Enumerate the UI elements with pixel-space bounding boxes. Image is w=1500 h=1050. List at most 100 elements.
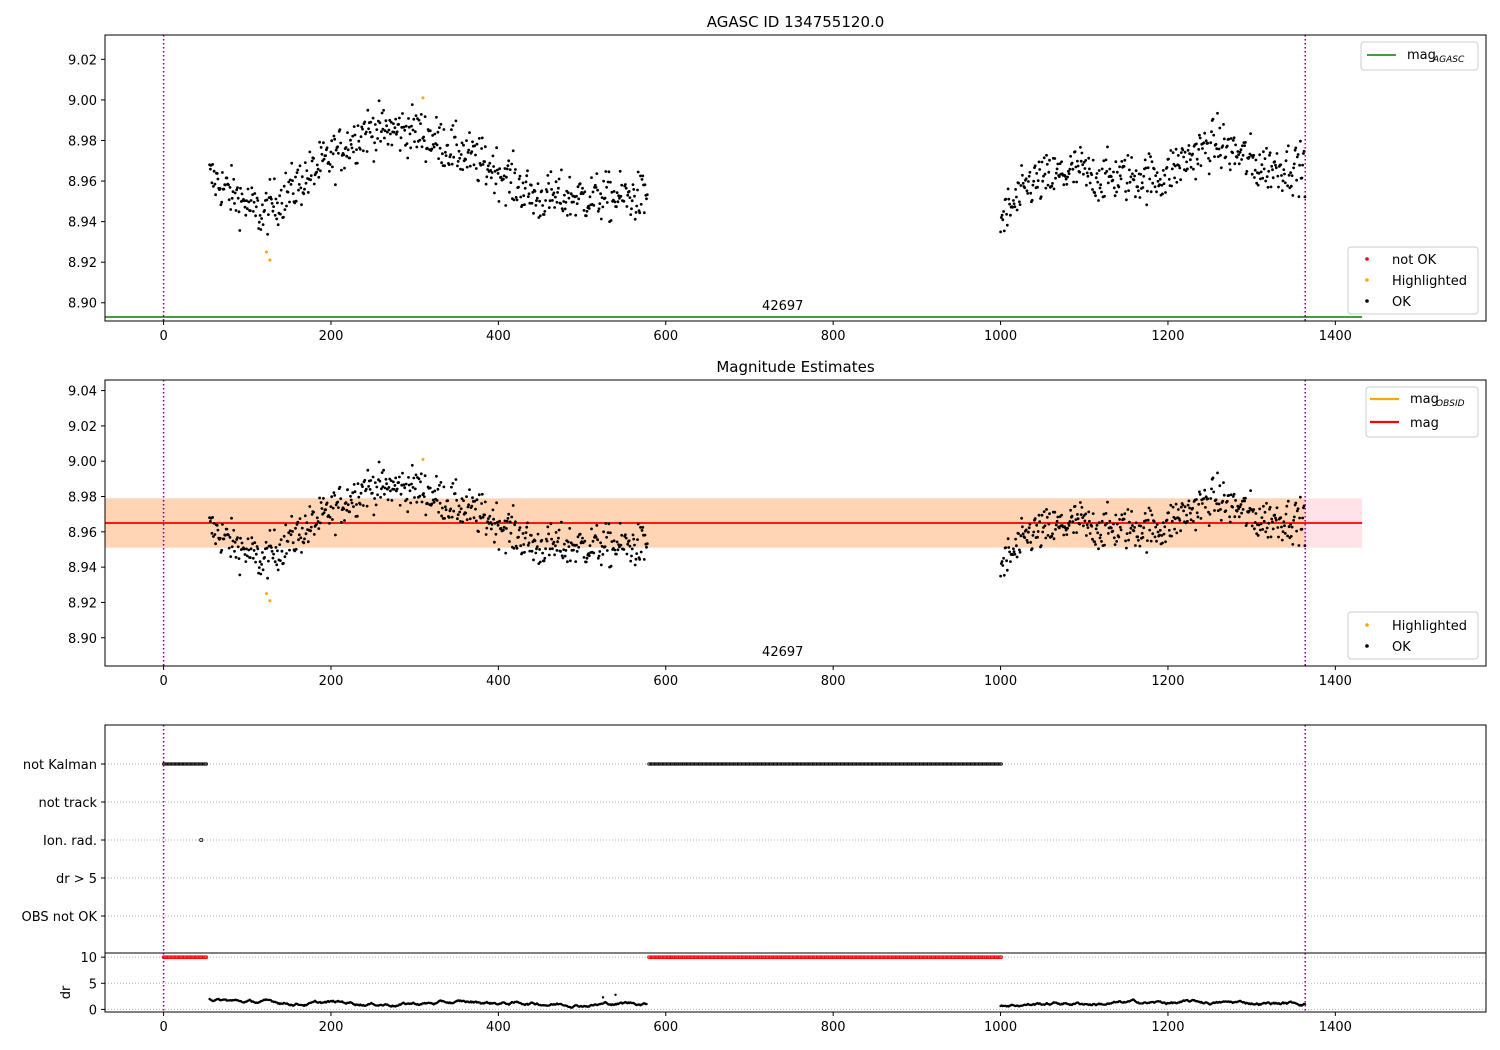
ok-point bbox=[1195, 157, 1199, 161]
ok-point bbox=[616, 200, 620, 204]
ok-point bbox=[1191, 152, 1194, 156]
ok-point bbox=[297, 533, 301, 537]
ok-point bbox=[620, 183, 624, 187]
ok-point bbox=[372, 513, 376, 517]
ok-point bbox=[209, 167, 212, 171]
ok-point bbox=[244, 213, 248, 217]
ok-point bbox=[283, 208, 287, 212]
ok-point bbox=[294, 175, 297, 179]
ok-point bbox=[282, 561, 285, 565]
ok-point bbox=[468, 164, 472, 168]
ok-point bbox=[541, 551, 544, 555]
ok-point bbox=[545, 190, 549, 194]
ok-point bbox=[431, 498, 435, 502]
ok-point bbox=[1082, 160, 1086, 164]
ok-point bbox=[1073, 150, 1077, 154]
ok-point bbox=[643, 533, 647, 537]
ok-point bbox=[1256, 534, 1260, 537]
ok-point bbox=[280, 201, 284, 205]
ok-point bbox=[438, 126, 441, 129]
ok-point bbox=[378, 121, 382, 125]
ok-point bbox=[1103, 194, 1106, 198]
ok-point bbox=[490, 523, 494, 526]
ok-point bbox=[274, 546, 278, 549]
ok-point bbox=[328, 163, 332, 166]
ok-point bbox=[448, 155, 452, 159]
ok-point bbox=[1103, 543, 1106, 547]
ok-point bbox=[413, 130, 417, 134]
ok-point bbox=[555, 200, 559, 204]
ok-point bbox=[557, 186, 560, 190]
ok-point bbox=[212, 185, 215, 188]
ok-point bbox=[523, 536, 527, 540]
ok-point bbox=[408, 132, 412, 136]
ok-point bbox=[1081, 163, 1085, 167]
ok-point bbox=[1216, 471, 1219, 475]
ok-point bbox=[431, 143, 435, 146]
ok-point bbox=[1221, 499, 1225, 503]
ok-point bbox=[352, 483, 356, 486]
ok-point bbox=[363, 478, 367, 482]
ok-point bbox=[398, 149, 402, 152]
ok-point bbox=[493, 191, 496, 195]
ok-point bbox=[414, 473, 418, 477]
ok-point bbox=[251, 556, 255, 560]
ok-point bbox=[1000, 560, 1004, 563]
ok-point bbox=[462, 143, 465, 147]
ok-point bbox=[615, 540, 619, 544]
ok-point bbox=[562, 548, 566, 551]
ok-point bbox=[609, 180, 612, 184]
ok-point bbox=[604, 522, 608, 525]
ok-point bbox=[615, 552, 618, 556]
ok-point bbox=[529, 183, 533, 187]
ok-point bbox=[1291, 543, 1295, 546]
ok-point bbox=[1294, 146, 1298, 150]
ok-point bbox=[458, 510, 462, 514]
ok-point bbox=[1229, 493, 1233, 497]
ok-point bbox=[599, 192, 602, 196]
ok-point bbox=[495, 501, 498, 505]
ok-point bbox=[393, 484, 397, 487]
ok-point bbox=[1032, 179, 1036, 183]
ok-point bbox=[1038, 168, 1042, 171]
ok-point bbox=[529, 534, 533, 537]
ok-point bbox=[1050, 534, 1054, 538]
ok-point bbox=[283, 555, 287, 559]
ok-point bbox=[367, 127, 370, 131]
ok-point bbox=[541, 204, 544, 207]
ok-point bbox=[1294, 501, 1298, 505]
ok-point bbox=[1264, 530, 1268, 534]
ok-point bbox=[1008, 550, 1011, 554]
ok-point bbox=[389, 489, 392, 493]
ok-point bbox=[446, 143, 450, 147]
ok-point bbox=[525, 525, 529, 529]
ok-point bbox=[457, 504, 461, 508]
ok-point bbox=[526, 195, 530, 199]
ok-point bbox=[1057, 526, 1061, 530]
ok-point bbox=[483, 145, 487, 149]
ok-point bbox=[1124, 539, 1127, 543]
p2-x-tick-label: 1000 bbox=[984, 674, 1017, 689]
ok-point bbox=[387, 486, 391, 489]
ok-point bbox=[1268, 151, 1272, 155]
ok-point bbox=[1225, 144, 1229, 148]
ok-point bbox=[1231, 495, 1235, 498]
ok-point bbox=[306, 540, 310, 544]
ok-point bbox=[1183, 505, 1187, 509]
ok-point bbox=[312, 510, 315, 514]
ok-point bbox=[556, 191, 559, 194]
ok-point bbox=[1113, 543, 1117, 546]
ok-point bbox=[243, 205, 247, 209]
ok-point bbox=[373, 481, 377, 484]
ok-point bbox=[440, 514, 443, 518]
ok-point bbox=[587, 554, 591, 558]
highlighted-point bbox=[421, 96, 425, 100]
ok-point bbox=[1287, 525, 1291, 529]
ok-point bbox=[337, 506, 340, 509]
ok-point bbox=[342, 507, 346, 511]
ok-point bbox=[481, 515, 485, 519]
ok-point bbox=[1149, 190, 1153, 194]
ok-point bbox=[1120, 160, 1124, 163]
ok-point bbox=[219, 203, 223, 207]
ok-point bbox=[351, 134, 355, 138]
